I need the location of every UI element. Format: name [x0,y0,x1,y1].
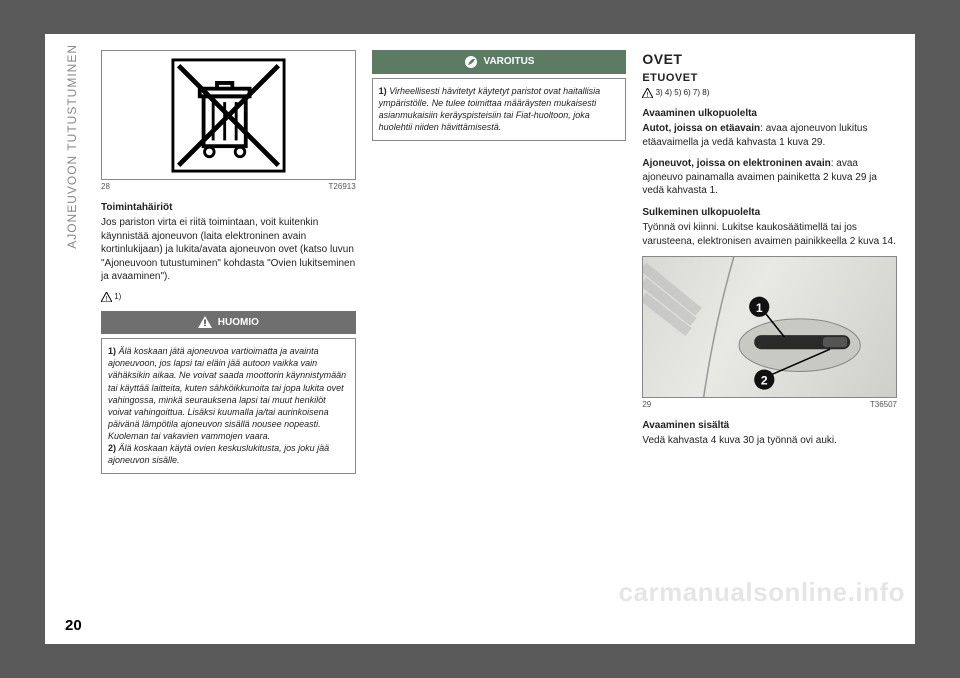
heading-close-outside: Sulkeminen ulkopuolelta [642,206,897,220]
figure-num: 29 [642,400,651,411]
leaf-icon [464,55,478,69]
svg-text:!: ! [647,92,649,98]
svg-text:2: 2 [761,374,768,388]
warning-ref: ! 3) 4) 5) 6) 7) 8) [642,88,897,99]
heading-open-inside: Avaaminen sisältä [642,419,897,433]
paragraph: Vedä kahvasta 4 kuva 30 ja työnnä ovi au… [642,434,897,448]
column-2: VAROITUS 1) Virheellisesti hävitetyt käy… [372,50,627,634]
paragraph: Autot, joissa on etäavain: avaa ajoneuvo… [642,122,897,149]
varoitus-header: VAROITUS [372,50,627,74]
content-columns: 28 T26913 Toimintahäiriöt Jos pariston v… [101,50,897,634]
paragraph: Jos pariston virta ei riitä toimintaan, … [101,216,356,284]
subsection-title-etuovet: ETUOVET [642,71,897,86]
svg-text:!: ! [203,318,206,328]
figure-code: T26913 [329,182,356,193]
warning-ref: ! 1) [101,292,356,303]
svg-text:1: 1 [756,301,763,315]
column-1: 28 T26913 Toimintahäiriöt Jos pariston v… [101,50,356,634]
huomio-header: ! HUOMIO [101,311,356,335]
figure-28 [101,50,356,180]
section-tab: AJONEUVOON TUTUSTUMINEN [65,44,79,249]
figure-28-caption: 28 T26913 [101,182,356,193]
warning-triangle-icon: ! [101,292,112,302]
crossed-bin-icon [171,58,286,173]
door-handle-illustration: 1 2 [643,257,896,397]
manual-page: AJONEUVOON TUTUSTUMINEN 20 [45,34,915,644]
varoitus-body: 1) Virheellisesti hävitetyt käytetyt par… [372,78,627,141]
figure-code: T36507 [870,400,897,411]
section-title-ovet: OVET [642,50,897,69]
figure-num: 28 [101,182,110,193]
svg-text:!: ! [106,296,108,302]
warning-triangle-icon: ! [198,316,212,328]
paragraph: Työnnä ovi kiinni. Lukitse kaukosäätimel… [642,221,897,248]
column-3: OVET ETUOVET ! 3) 4) 5) 6) 7) 8) Avaamin… [642,50,897,634]
figure-29: 1 2 [642,256,897,398]
heading-malfunctions: Toimintahäiriöt [101,201,356,215]
page-number: 20 [65,617,82,634]
paragraph: Ajoneuvot, joissa on elektroninen avain:… [642,157,897,198]
warning-triangle-icon: ! [642,88,653,98]
heading-open-outside: Avaaminen ulkopuolelta [642,107,897,121]
figure-29-caption: 29 T36507 [642,400,897,411]
huomio-body: 1) Älä koskaan jätä ajoneuvoa vartioimat… [101,338,356,473]
